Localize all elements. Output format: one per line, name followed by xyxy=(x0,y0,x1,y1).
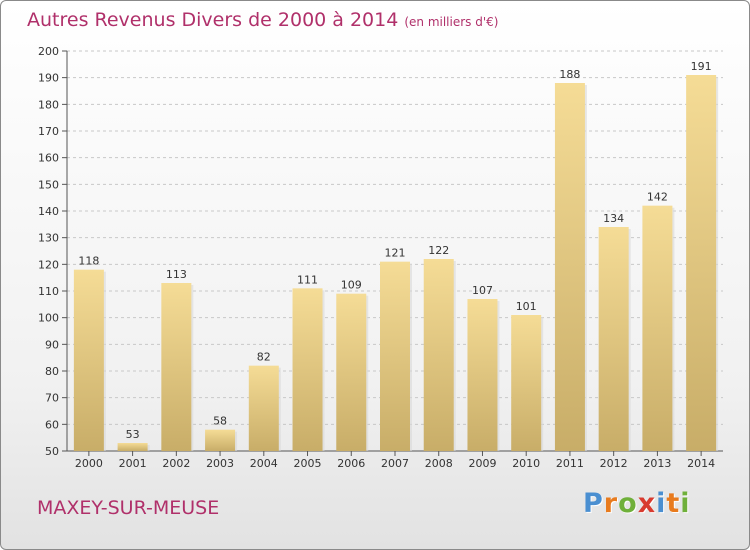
xtick-label-2009: 2009 xyxy=(468,457,496,470)
bar-2012 xyxy=(598,227,629,451)
bar-2005 xyxy=(292,288,323,451)
logo-letter: x xyxy=(637,488,657,519)
xtick-label-2014: 2014 xyxy=(687,457,715,470)
value-label-2013: 142 xyxy=(647,191,668,204)
bar-2001 xyxy=(117,443,148,451)
value-label-2002: 113 xyxy=(166,268,187,281)
bar-2003 xyxy=(205,429,236,451)
bar-2008 xyxy=(423,259,454,451)
value-label-2006: 109 xyxy=(341,279,362,292)
value-label-2011: 188 xyxy=(559,68,580,81)
value-label-2009: 107 xyxy=(472,284,493,297)
xtick-label-2011: 2011 xyxy=(556,457,584,470)
logo-letter: t xyxy=(666,488,681,519)
ytick-label-70: 70 xyxy=(45,392,59,405)
value-label-2001: 53 xyxy=(126,428,140,441)
xtick-label-2010: 2010 xyxy=(512,457,540,470)
ytick-label-120: 120 xyxy=(38,258,59,271)
bar-2002 xyxy=(161,283,192,451)
bar-2006 xyxy=(336,293,367,451)
logo-letter: P xyxy=(583,488,604,519)
ytick-label-160: 160 xyxy=(38,152,59,165)
ytick-label-190: 190 xyxy=(38,72,59,85)
bar-2010 xyxy=(511,315,542,451)
place-name: MAXEY-SUR-MEUSE xyxy=(37,497,220,519)
value-label-2000: 118 xyxy=(78,255,99,268)
bar-2007 xyxy=(380,261,410,451)
ytick-label-200: 200 xyxy=(38,45,59,58)
xtick-label-2006: 2006 xyxy=(337,457,365,470)
chart-title: Autres Revenus Divers de 2000 à 2014 (en … xyxy=(27,9,498,31)
value-label-2005: 111 xyxy=(297,273,318,286)
bars xyxy=(73,75,719,451)
logo-letter: i xyxy=(680,488,691,519)
labels: 118 2000 53 2001 113 2002 58 2003 82 2004 111 2005 1… xyxy=(75,60,715,470)
xtick-label-2003: 2003 xyxy=(206,457,234,470)
proxiti-logo[interactable]: Proxiti xyxy=(583,488,691,519)
xtick-label-2000: 2000 xyxy=(75,457,103,470)
ytick-label-80: 80 xyxy=(45,365,59,378)
value-label-2007: 121 xyxy=(385,247,406,260)
ytick-label-90: 90 xyxy=(45,338,59,351)
bar-2014 xyxy=(686,75,717,451)
value-label-2008: 122 xyxy=(428,244,449,257)
title-unit: (en milliers d'€) xyxy=(404,15,499,29)
bar-2011 xyxy=(554,83,585,451)
ytick-label-150: 150 xyxy=(38,178,59,191)
ytick-label-140: 140 xyxy=(38,205,59,218)
bar-2009 xyxy=(467,299,498,451)
value-label-2014: 191 xyxy=(691,60,712,73)
value-label-2012: 134 xyxy=(603,212,624,225)
xtick-label-2013: 2013 xyxy=(643,457,671,470)
ytick-label-50: 50 xyxy=(45,445,59,458)
xtick-label-2005: 2005 xyxy=(294,457,322,470)
xtick-label-2008: 2008 xyxy=(425,457,453,470)
value-label-2003: 58 xyxy=(213,415,227,428)
value-label-2004: 82 xyxy=(257,351,271,364)
logo-letter: r xyxy=(603,488,619,519)
value-label-2010: 101 xyxy=(516,300,537,313)
xtick-label-2007: 2007 xyxy=(381,457,409,470)
title-text: Autres Revenus Divers de 2000 à 2014 xyxy=(27,9,399,31)
xtick-label-2002: 2002 xyxy=(162,457,190,470)
ytick-label-60: 60 xyxy=(45,418,59,431)
ytick-label-110: 110 xyxy=(38,285,59,298)
xtick-label-2012: 2012 xyxy=(600,457,628,470)
xtick-label-2004: 2004 xyxy=(250,457,278,470)
logo-letter: i xyxy=(656,488,667,519)
ytick-label-170: 170 xyxy=(38,125,59,138)
bar-2000 xyxy=(73,269,104,451)
bar-2013 xyxy=(642,205,673,451)
bar-2004 xyxy=(248,365,279,451)
logo-letter: o xyxy=(618,488,638,519)
ytick-label-130: 130 xyxy=(38,232,59,245)
ytick-label-100: 100 xyxy=(38,312,59,325)
ytick-label-180: 180 xyxy=(38,98,59,111)
xtick-label-2001: 2001 xyxy=(119,457,147,470)
